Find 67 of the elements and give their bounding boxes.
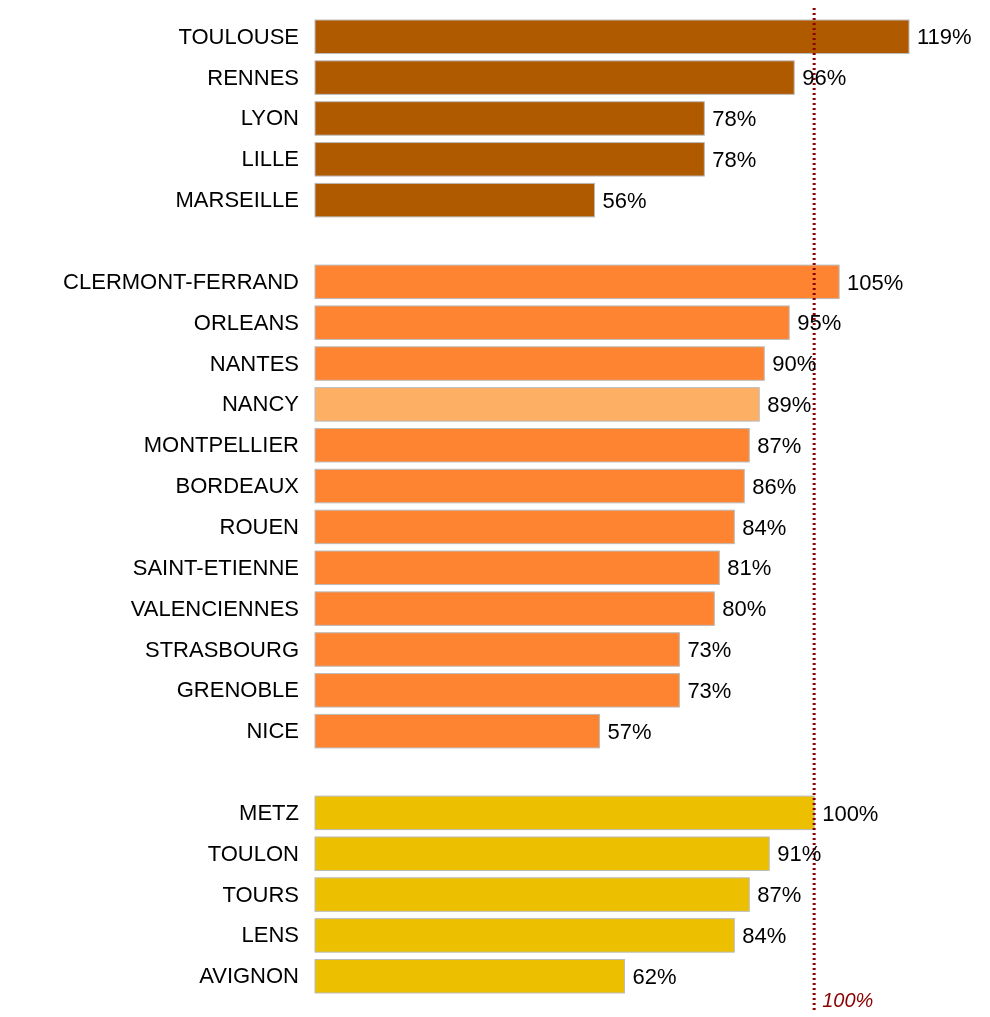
bar <box>314 713 601 749</box>
data-label: 95% <box>797 310 842 336</box>
bar <box>314 918 735 953</box>
data-label: 57% <box>607 718 652 744</box>
y-tick-label: NANCY <box>221 391 300 417</box>
bar <box>314 19 910 54</box>
data-label: 56% <box>602 187 647 213</box>
bar <box>314 591 715 626</box>
y-tick-label: MONTPELLIER <box>143 432 299 458</box>
data-label: 105% <box>847 269 904 295</box>
bar <box>314 550 720 586</box>
y-tick-label: CLERMONT-FERRAND <box>63 268 299 294</box>
y-tick-label: AVIGNON <box>199 963 299 989</box>
bar <box>314 60 795 95</box>
bar <box>314 673 680 708</box>
data-label: 86% <box>752 473 797 499</box>
y-tick-label: TOULON <box>207 840 299 866</box>
data-label: 78% <box>712 106 757 132</box>
bar <box>314 264 840 300</box>
bar <box>314 346 765 381</box>
data-label: 81% <box>727 555 772 581</box>
data-label: 87% <box>757 882 802 908</box>
y-tick-label: ORLEANS <box>193 309 299 335</box>
y-tick-label: STRASBOURG <box>144 636 299 662</box>
bar <box>314 509 735 545</box>
bar <box>314 182 596 218</box>
y-tick-label: METZ <box>239 799 299 825</box>
data-label: 84% <box>742 514 787 540</box>
y-tick-label: GRENOBLE <box>176 677 299 703</box>
data-label: 73% <box>687 678 732 704</box>
bar <box>314 877 750 912</box>
bar <box>314 427 750 463</box>
data-label: 62% <box>632 963 677 989</box>
y-tick-label: ROUEN <box>219 513 299 539</box>
y-tick-label: RENNES <box>207 64 299 90</box>
bar <box>314 387 760 422</box>
data-label: 90% <box>772 351 817 377</box>
y-tick-label: TOURS <box>222 881 299 907</box>
data-label: 91% <box>777 841 822 867</box>
bar <box>314 836 770 871</box>
data-label: 100% <box>822 800 879 826</box>
data-label: 73% <box>687 637 732 663</box>
y-tick-label: LENS <box>241 922 299 948</box>
y-tick-label: TOULOUSE <box>178 23 299 49</box>
bar <box>314 142 705 177</box>
data-label: 84% <box>742 923 787 949</box>
y-tick-label: SAINT-ETIENNE <box>132 554 299 580</box>
data-label: 80% <box>722 596 767 622</box>
bar <box>314 632 680 667</box>
data-label: 89% <box>767 392 812 418</box>
bar <box>314 305 790 340</box>
data-label: 78% <box>712 146 757 172</box>
bar <box>314 101 705 136</box>
y-tick-label: NICE <box>246 718 299 744</box>
y-tick-label: VALENCIENNES <box>130 595 299 621</box>
data-label: 87% <box>757 432 802 458</box>
y-tick-label: LILLE <box>241 146 299 172</box>
ref-line-label: 100% <box>822 989 874 1011</box>
data-label: 96% <box>802 65 847 91</box>
bar <box>314 959 625 994</box>
bar <box>314 795 815 831</box>
y-tick-label: BORDEAUX <box>175 473 300 499</box>
y-tick-label: MARSEILLE <box>175 187 299 213</box>
data-label: 119% <box>917 24 972 50</box>
y-tick-label: NANTES <box>209 350 299 376</box>
bar <box>314 468 745 504</box>
y-tick-label: LYON <box>240 105 299 131</box>
